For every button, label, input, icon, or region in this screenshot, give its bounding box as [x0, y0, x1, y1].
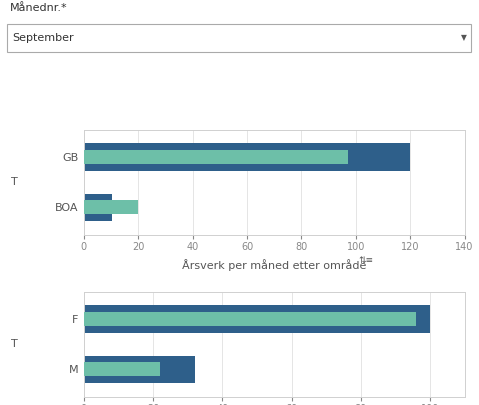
Text: Månednr.*: Månednr.*: [10, 3, 67, 13]
Text: September: September: [12, 33, 74, 43]
Text: ⇅≡: ⇅≡: [358, 256, 373, 264]
Text: T: T: [11, 177, 18, 187]
Bar: [84, 362, 160, 376]
Text: T: T: [11, 339, 18, 349]
X-axis label: Årsverk per måned etter område: Årsverk per måned etter område: [182, 259, 366, 271]
Bar: [84, 312, 416, 326]
Bar: [84, 194, 113, 221]
Bar: [84, 150, 348, 164]
Bar: [84, 305, 430, 333]
FancyBboxPatch shape: [7, 23, 471, 52]
Text: ▼: ▼: [461, 33, 467, 42]
Bar: [84, 143, 410, 171]
Bar: [84, 356, 194, 383]
Bar: [84, 200, 138, 214]
